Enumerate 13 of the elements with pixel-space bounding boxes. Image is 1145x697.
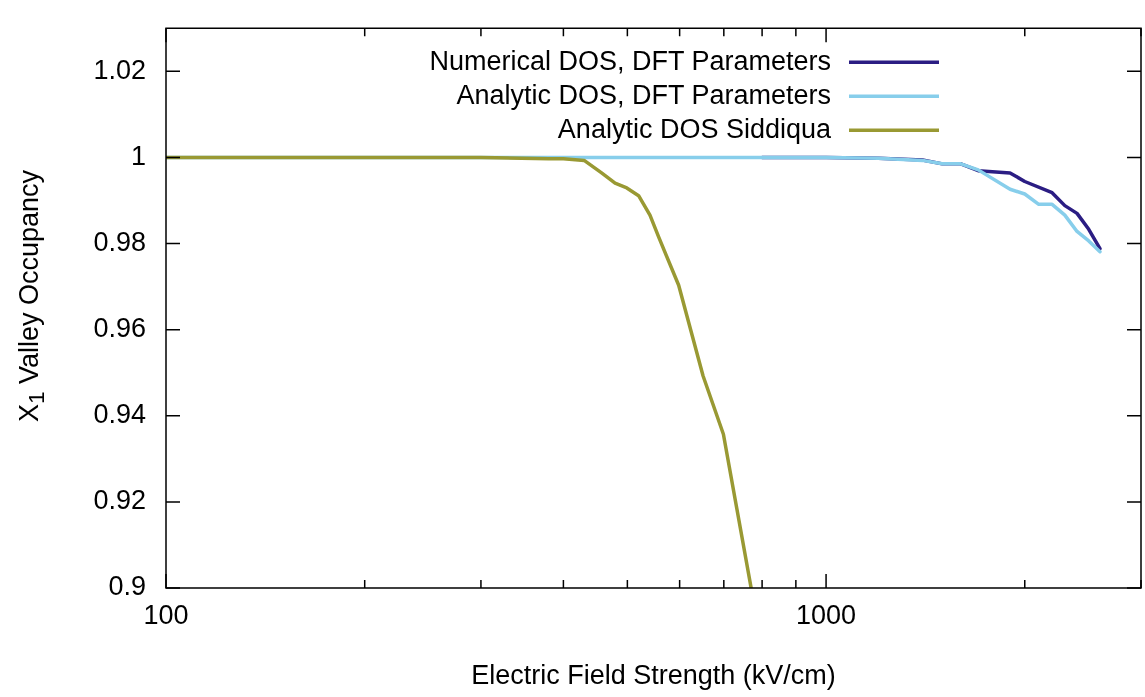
y-tick-label: 1.02 <box>93 54 146 85</box>
x-axis-title: Electric Field Strength (kV/cm) <box>471 660 836 691</box>
y-tick-label: 1 <box>130 140 146 171</box>
legend-label: Analytic DOS, DFT Parameters <box>456 79 831 110</box>
y-tick-label: 0.9 <box>108 571 146 602</box>
legend-label: Analytic DOS Siddiqua <box>557 113 832 144</box>
y-tick-label: 0.98 <box>93 226 146 257</box>
legend-label: Numerical DOS, DFT Parameters <box>429 45 831 76</box>
x-tick-label: 1000 <box>796 599 857 630</box>
y-tick-label: 0.94 <box>93 399 146 430</box>
y-tick-label: 0.96 <box>93 313 146 344</box>
x-tick-label: 100 <box>143 599 189 630</box>
y-tick-label: 0.92 <box>93 485 146 516</box>
